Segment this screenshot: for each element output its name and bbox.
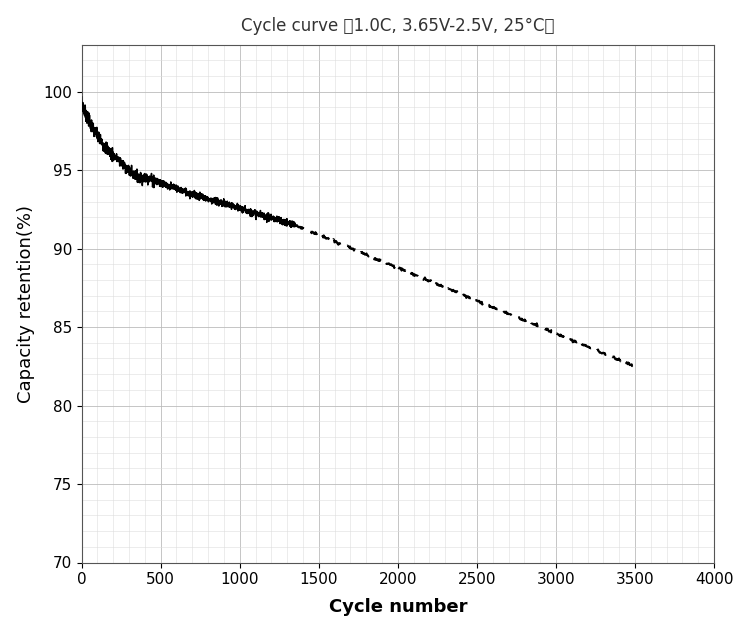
- Title: Cycle curve （1.0C, 3.65V-2.5V, 25°C）: Cycle curve （1.0C, 3.65V-2.5V, 25°C）: [241, 16, 554, 35]
- Y-axis label: Capacity retention(%): Capacity retention(%): [16, 204, 34, 403]
- X-axis label: Cycle number: Cycle number: [328, 598, 467, 617]
